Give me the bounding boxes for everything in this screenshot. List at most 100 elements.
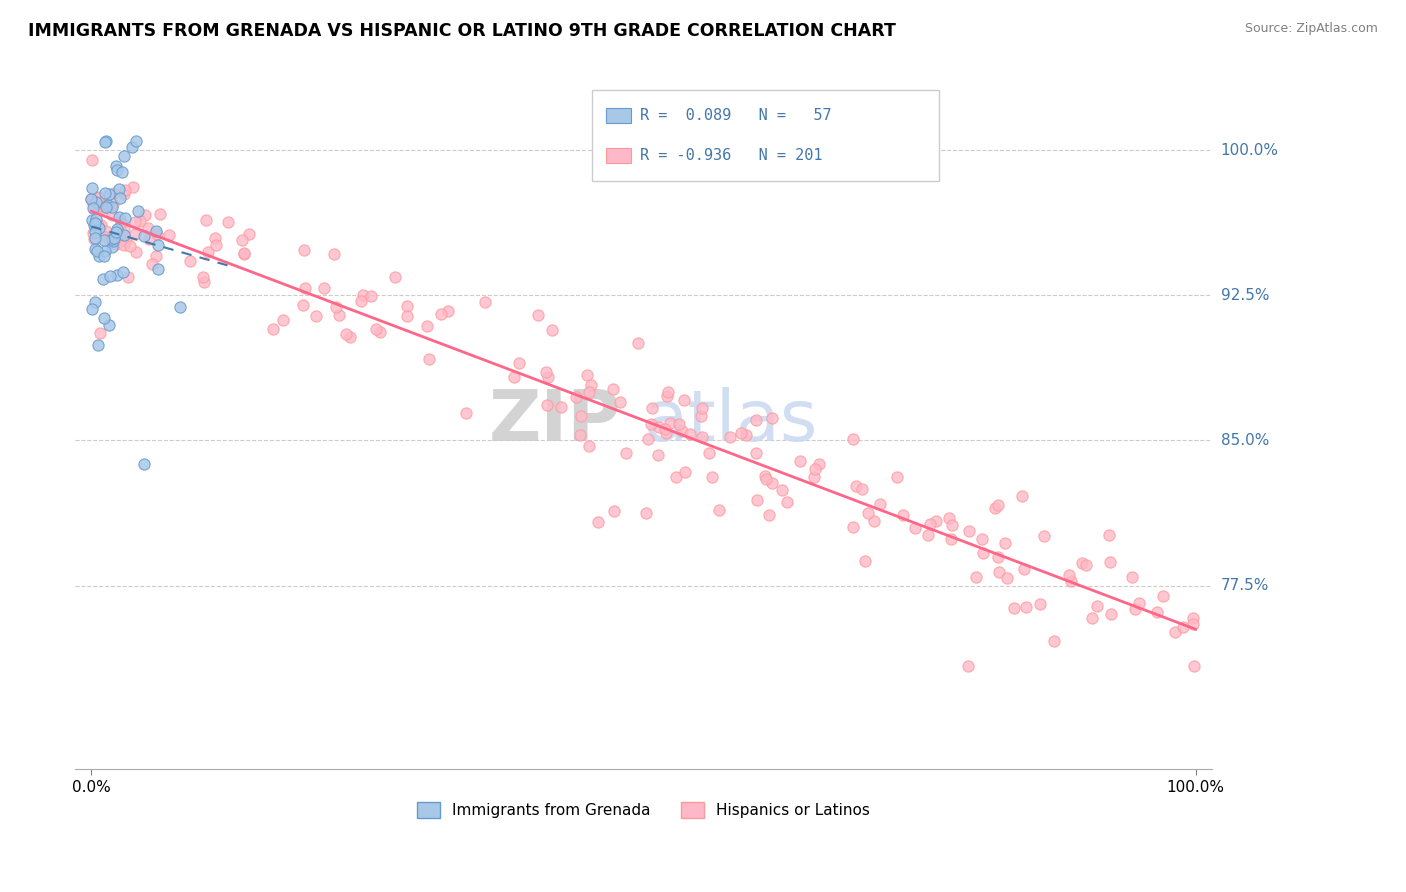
Point <box>80 213 103 227</box>
Point <box>508 356 530 370</box>
Point <box>863 514 886 528</box>
Point <box>735 428 758 442</box>
Point <box>87 190 110 204</box>
Point <box>86 218 108 232</box>
Point <box>1146 605 1168 619</box>
Point <box>1181 611 1204 625</box>
Point <box>939 532 962 546</box>
Point <box>1099 607 1122 621</box>
Point <box>271 313 294 327</box>
Point <box>87 199 110 213</box>
Point <box>84 194 107 209</box>
Point <box>747 492 769 507</box>
Point <box>114 235 136 249</box>
Point <box>730 426 752 441</box>
Point <box>101 240 124 254</box>
Point <box>96 224 118 238</box>
Point <box>395 299 418 313</box>
Text: 77.5%: 77.5% <box>1220 578 1268 593</box>
Point <box>697 446 720 460</box>
Point <box>586 515 609 529</box>
Point <box>80 192 103 206</box>
Point <box>193 270 215 285</box>
Point <box>957 524 980 538</box>
Point <box>789 454 811 468</box>
Point <box>437 304 460 318</box>
Point <box>101 200 124 214</box>
Point <box>1098 528 1121 542</box>
Point <box>87 338 110 352</box>
Point <box>938 511 960 525</box>
Text: 92.5%: 92.5% <box>1220 288 1270 303</box>
Point <box>1032 529 1054 543</box>
Point <box>842 432 865 446</box>
Point <box>96 134 118 148</box>
Point <box>100 208 122 222</box>
Point <box>368 325 391 339</box>
Point <box>93 135 115 149</box>
Point <box>238 227 260 242</box>
Text: ZIP: ZIP <box>488 386 620 456</box>
Point <box>314 281 336 295</box>
Point <box>565 390 588 404</box>
Point <box>110 191 132 205</box>
Point <box>1085 599 1108 614</box>
Point <box>93 201 115 215</box>
Point <box>94 186 117 200</box>
Point <box>1074 558 1097 572</box>
Point <box>146 227 169 242</box>
Point <box>416 319 439 334</box>
Point <box>534 365 557 379</box>
Point <box>145 223 167 237</box>
Point <box>112 265 135 279</box>
Point <box>204 231 226 245</box>
Point <box>94 244 117 258</box>
Point <box>82 227 104 241</box>
Point <box>1071 557 1094 571</box>
Point <box>707 502 730 516</box>
Point <box>1059 574 1081 589</box>
Point <box>80 192 103 206</box>
Point <box>972 546 994 560</box>
Point <box>111 165 134 179</box>
Point <box>1012 562 1035 576</box>
Point <box>114 211 136 225</box>
Point <box>232 247 254 261</box>
Point <box>325 300 347 314</box>
Text: R =  0.089   N =   57: R = 0.089 N = 57 <box>640 108 832 123</box>
Point <box>384 270 406 285</box>
Point <box>98 187 121 202</box>
Point <box>744 413 766 427</box>
Point <box>87 194 110 209</box>
Point <box>418 352 440 367</box>
Point <box>1164 625 1187 640</box>
Point <box>83 218 105 232</box>
Point <box>527 308 550 322</box>
Point <box>98 318 121 333</box>
Point <box>138 232 160 246</box>
Point <box>578 385 600 400</box>
Point <box>690 401 713 415</box>
Point <box>87 218 110 232</box>
Point <box>1182 658 1205 673</box>
Point <box>146 238 169 252</box>
Point <box>121 179 143 194</box>
Point <box>105 268 128 282</box>
Point <box>84 243 107 257</box>
Point <box>536 398 558 412</box>
Text: R = -0.936   N = 201: R = -0.936 N = 201 <box>640 148 823 163</box>
Legend: Immigrants from Grenada, Hispanics or Latinos: Immigrants from Grenada, Hispanics or La… <box>411 797 876 824</box>
Point <box>540 323 562 337</box>
Point <box>456 406 478 420</box>
Point <box>360 289 382 303</box>
Point <box>97 201 120 215</box>
Point <box>679 426 702 441</box>
Point <box>94 230 117 244</box>
Point <box>1011 490 1033 504</box>
Point <box>395 309 418 323</box>
Point <box>194 213 217 227</box>
Point <box>105 237 128 252</box>
Point <box>125 245 148 260</box>
Point <box>114 183 136 197</box>
Point <box>1171 619 1194 633</box>
